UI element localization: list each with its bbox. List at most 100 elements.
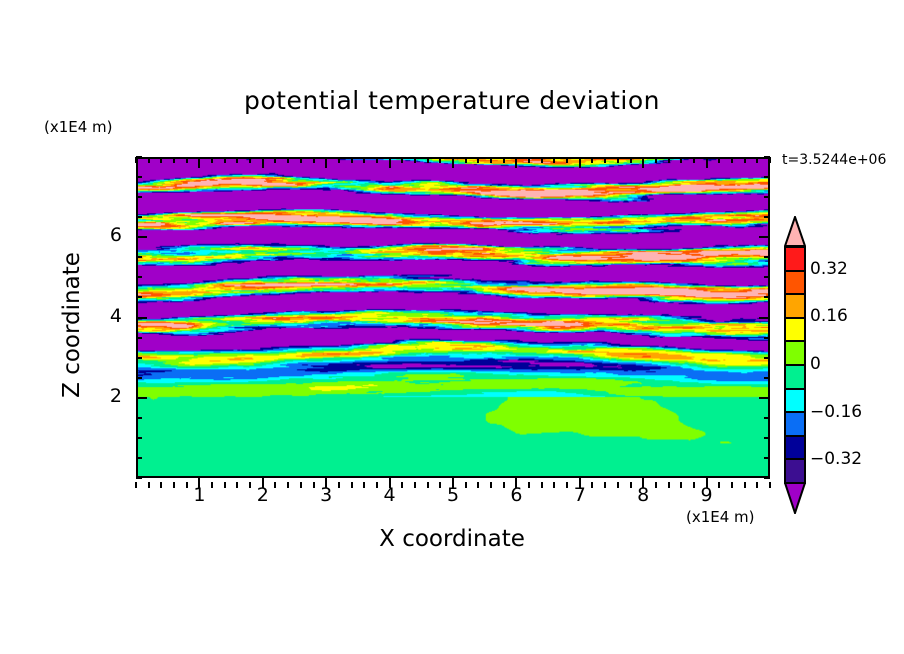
x-minor-tick (147, 482, 150, 488)
colorbar-overflow-low-arrow (784, 482, 806, 514)
colorbar-band-6 (786, 389, 804, 414)
x-minor-tick (337, 157, 340, 163)
x-minor-tick (490, 157, 493, 163)
y-tick-label: 4 (109, 304, 122, 327)
y-minor-tick (136, 416, 142, 419)
x-minor-tick (604, 482, 607, 488)
x-minor-tick (680, 482, 683, 488)
x-tick-label: 2 (256, 484, 269, 506)
x-axis-label: X coordinate (379, 526, 525, 552)
x-axis-ticks-bottom (135, 476, 771, 488)
y-minor-tick (136, 356, 142, 359)
x-minor-tick (211, 157, 214, 163)
x-major-tick (388, 477, 391, 488)
colorbar-band-3 (786, 318, 804, 343)
y-minor-tick (136, 196, 142, 199)
x-tick-label: 8 (637, 484, 650, 506)
x-minor-tick (350, 482, 353, 488)
x-minor-tick (236, 157, 239, 163)
x-minor-tick (591, 482, 594, 488)
y-minor-tick (136, 376, 142, 379)
x-minor-tick (223, 482, 226, 488)
x-major-tick (261, 157, 264, 168)
x-minor-tick (604, 157, 607, 163)
x-major-tick (642, 157, 645, 168)
colorbar-band-4 (786, 342, 804, 366)
x-tick-label: 4 (383, 484, 396, 506)
x-minor-tick (426, 482, 429, 488)
colorbar-label: 0.16 (810, 306, 848, 327)
x-minor-tick (299, 482, 302, 488)
colorbar-band-1 (786, 271, 804, 296)
x-axis-unit-label: (x1E4 m) (686, 508, 755, 526)
x-minor-tick (363, 157, 366, 163)
x-major-tick (198, 157, 201, 168)
y-minor-tick (764, 216, 770, 219)
x-minor-tick (249, 482, 252, 488)
x-minor-tick (730, 482, 733, 488)
x-minor-tick (477, 157, 480, 163)
x-minor-tick (692, 157, 695, 163)
y-major-tick (136, 236, 147, 239)
x-minor-tick (439, 482, 442, 488)
colorbar-overflow-high-arrow (784, 216, 806, 247)
x-minor-tick (337, 482, 340, 488)
x-minor-tick (502, 157, 505, 163)
x-minor-tick (312, 482, 315, 488)
x-minor-tick (135, 157, 137, 163)
x-major-tick (452, 477, 454, 488)
x-minor-tick (553, 157, 556, 163)
y-axis-ticks-right (758, 156, 770, 479)
x-minor-tick (363, 482, 366, 488)
y-axis-ticks-left (136, 156, 148, 479)
colorbar-band-9 (786, 460, 804, 482)
y-minor-tick (764, 276, 770, 279)
page-title: potential temperature deviation (244, 86, 660, 115)
x-minor-tick (528, 157, 531, 163)
x-major-tick (325, 157, 328, 168)
x-minor-tick (743, 482, 746, 488)
x-minor-tick (528, 482, 531, 488)
x-minor-tick (540, 157, 543, 163)
y-minor-tick (764, 436, 770, 439)
x-minor-tick (680, 157, 683, 163)
y-minor-tick (136, 456, 142, 459)
x-minor-tick (287, 482, 290, 488)
colorbar-label: −0.32 (810, 449, 863, 470)
x-minor-tick (540, 482, 543, 488)
y-minor-tick (136, 477, 142, 479)
y-minor-tick (764, 196, 770, 199)
y-minor-tick (764, 356, 770, 359)
colorbar-label: 0 (810, 354, 821, 374)
x-tick-label: 7 (573, 484, 586, 506)
x-minor-tick (185, 157, 188, 163)
x-minor-tick (769, 482, 771, 488)
x-major-tick (705, 157, 708, 168)
y-minor-tick (136, 256, 142, 259)
x-minor-tick (654, 482, 657, 488)
x-major-tick (325, 477, 328, 488)
x-minor-tick (287, 157, 290, 163)
x-axis-ticks-top (135, 157, 771, 169)
x-minor-tick (249, 157, 252, 163)
x-major-tick (705, 477, 708, 488)
x-minor-tick (502, 482, 505, 488)
colorbar-band-2 (786, 295, 804, 319)
x-minor-tick (477, 482, 480, 488)
x-minor-tick (616, 482, 619, 488)
x-minor-tick (730, 157, 733, 163)
x-minor-tick (718, 157, 721, 163)
x-tick-label: 3 (320, 484, 333, 506)
y-minor-tick (764, 416, 770, 419)
x-minor-tick (566, 157, 569, 163)
x-minor-tick (490, 482, 493, 488)
x-minor-tick (566, 482, 569, 488)
x-minor-tick (211, 482, 214, 488)
y-axis-label: Z coordinate (59, 252, 85, 398)
y-minor-tick (136, 296, 142, 299)
x-minor-tick (236, 482, 239, 488)
x-minor-tick (185, 482, 188, 488)
y-minor-tick (764, 477, 770, 479)
time-annotation: t=3.5244e+06 (782, 152, 887, 168)
x-minor-tick (667, 482, 670, 488)
